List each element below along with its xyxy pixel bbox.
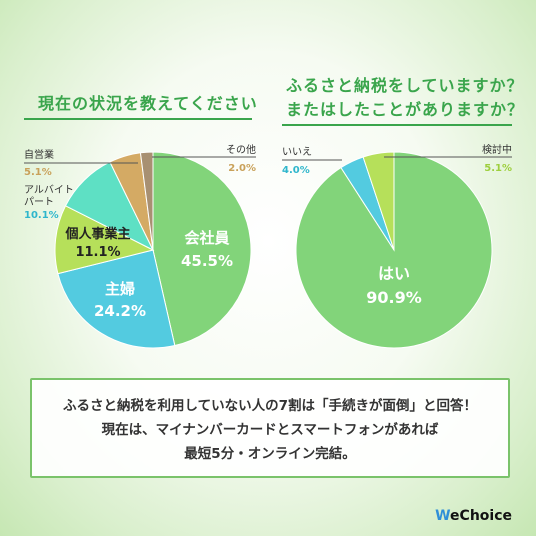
left-title-underline (24, 118, 252, 120)
other-label: その他 (226, 143, 256, 156)
right-pie-chart (295, 151, 493, 349)
yes-percent: 90.9% (366, 288, 422, 307)
pie-slice-1 (57, 249, 176, 349)
right-title-underline (282, 124, 512, 126)
pie-slice-2 (362, 151, 395, 251)
jieigyo-percent: 5.1% (24, 167, 52, 178)
logo-w: W (435, 508, 451, 524)
employee-label: 会社員 (184, 229, 229, 247)
summary-line-3: 最短5分・オンライン完結。 (184, 446, 356, 462)
summary-note-box: ふるさと納税を利用していない人の7割は「手続きが面倒」と回答！ 現在は、マイナン… (30, 378, 510, 478)
pie-slice-0 (152, 151, 252, 347)
left-chart-title: 現在の状況を教えてください (38, 94, 258, 113)
housewife-label: 主婦 (105, 280, 135, 298)
considering-percent: 5.1% (484, 163, 512, 174)
other-percent: 2.0% (228, 163, 256, 174)
self-employed-percent: 11.1% (75, 245, 120, 260)
pie-slice-5 (139, 151, 154, 251)
pie-slice-2 (54, 205, 155, 275)
parttime-label-line2: パート (24, 196, 54, 208)
summary-line-1: ふるさと納税を利用していない人の7割は「手続きが面倒」と回答！ (63, 398, 477, 414)
left-pie-chart (54, 151, 252, 349)
pie-slice-0 (295, 151, 493, 349)
wechoice-logo: WeChoice (435, 508, 512, 524)
right-chart-title-line2: またはしたことがありますか？ (286, 100, 525, 119)
right-chart-title-line1: ふるさと納税をしていますか？ (286, 76, 524, 95)
no-percent: 4.0% (282, 165, 310, 176)
considering-label: 検討中 (482, 143, 512, 156)
parttime-percent: 10.1% (24, 210, 59, 221)
self-employed-label: 個人事業主 (64, 226, 130, 242)
employee-percent: 45.5% (181, 252, 233, 270)
logo-rest: eChoice (450, 508, 512, 524)
housewife-percent: 24.2% (94, 302, 146, 320)
yes-label: はい (378, 264, 410, 283)
summary-line-2: 現在は、マイナンバーカードとスマートフォンがあれば (101, 422, 439, 438)
jieigyo-label: 自営業 (24, 148, 54, 161)
no-label: いいえ (282, 146, 312, 158)
parttime-label-line1: アルバイト (24, 184, 74, 196)
